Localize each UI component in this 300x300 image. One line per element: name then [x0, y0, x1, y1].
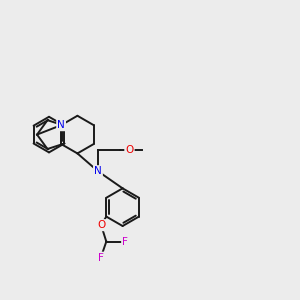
Text: O: O — [125, 145, 134, 155]
Text: F: F — [122, 237, 128, 247]
Text: F: F — [98, 253, 103, 263]
Text: N: N — [57, 120, 65, 130]
Text: O: O — [97, 220, 105, 230]
Text: N: N — [94, 166, 102, 176]
